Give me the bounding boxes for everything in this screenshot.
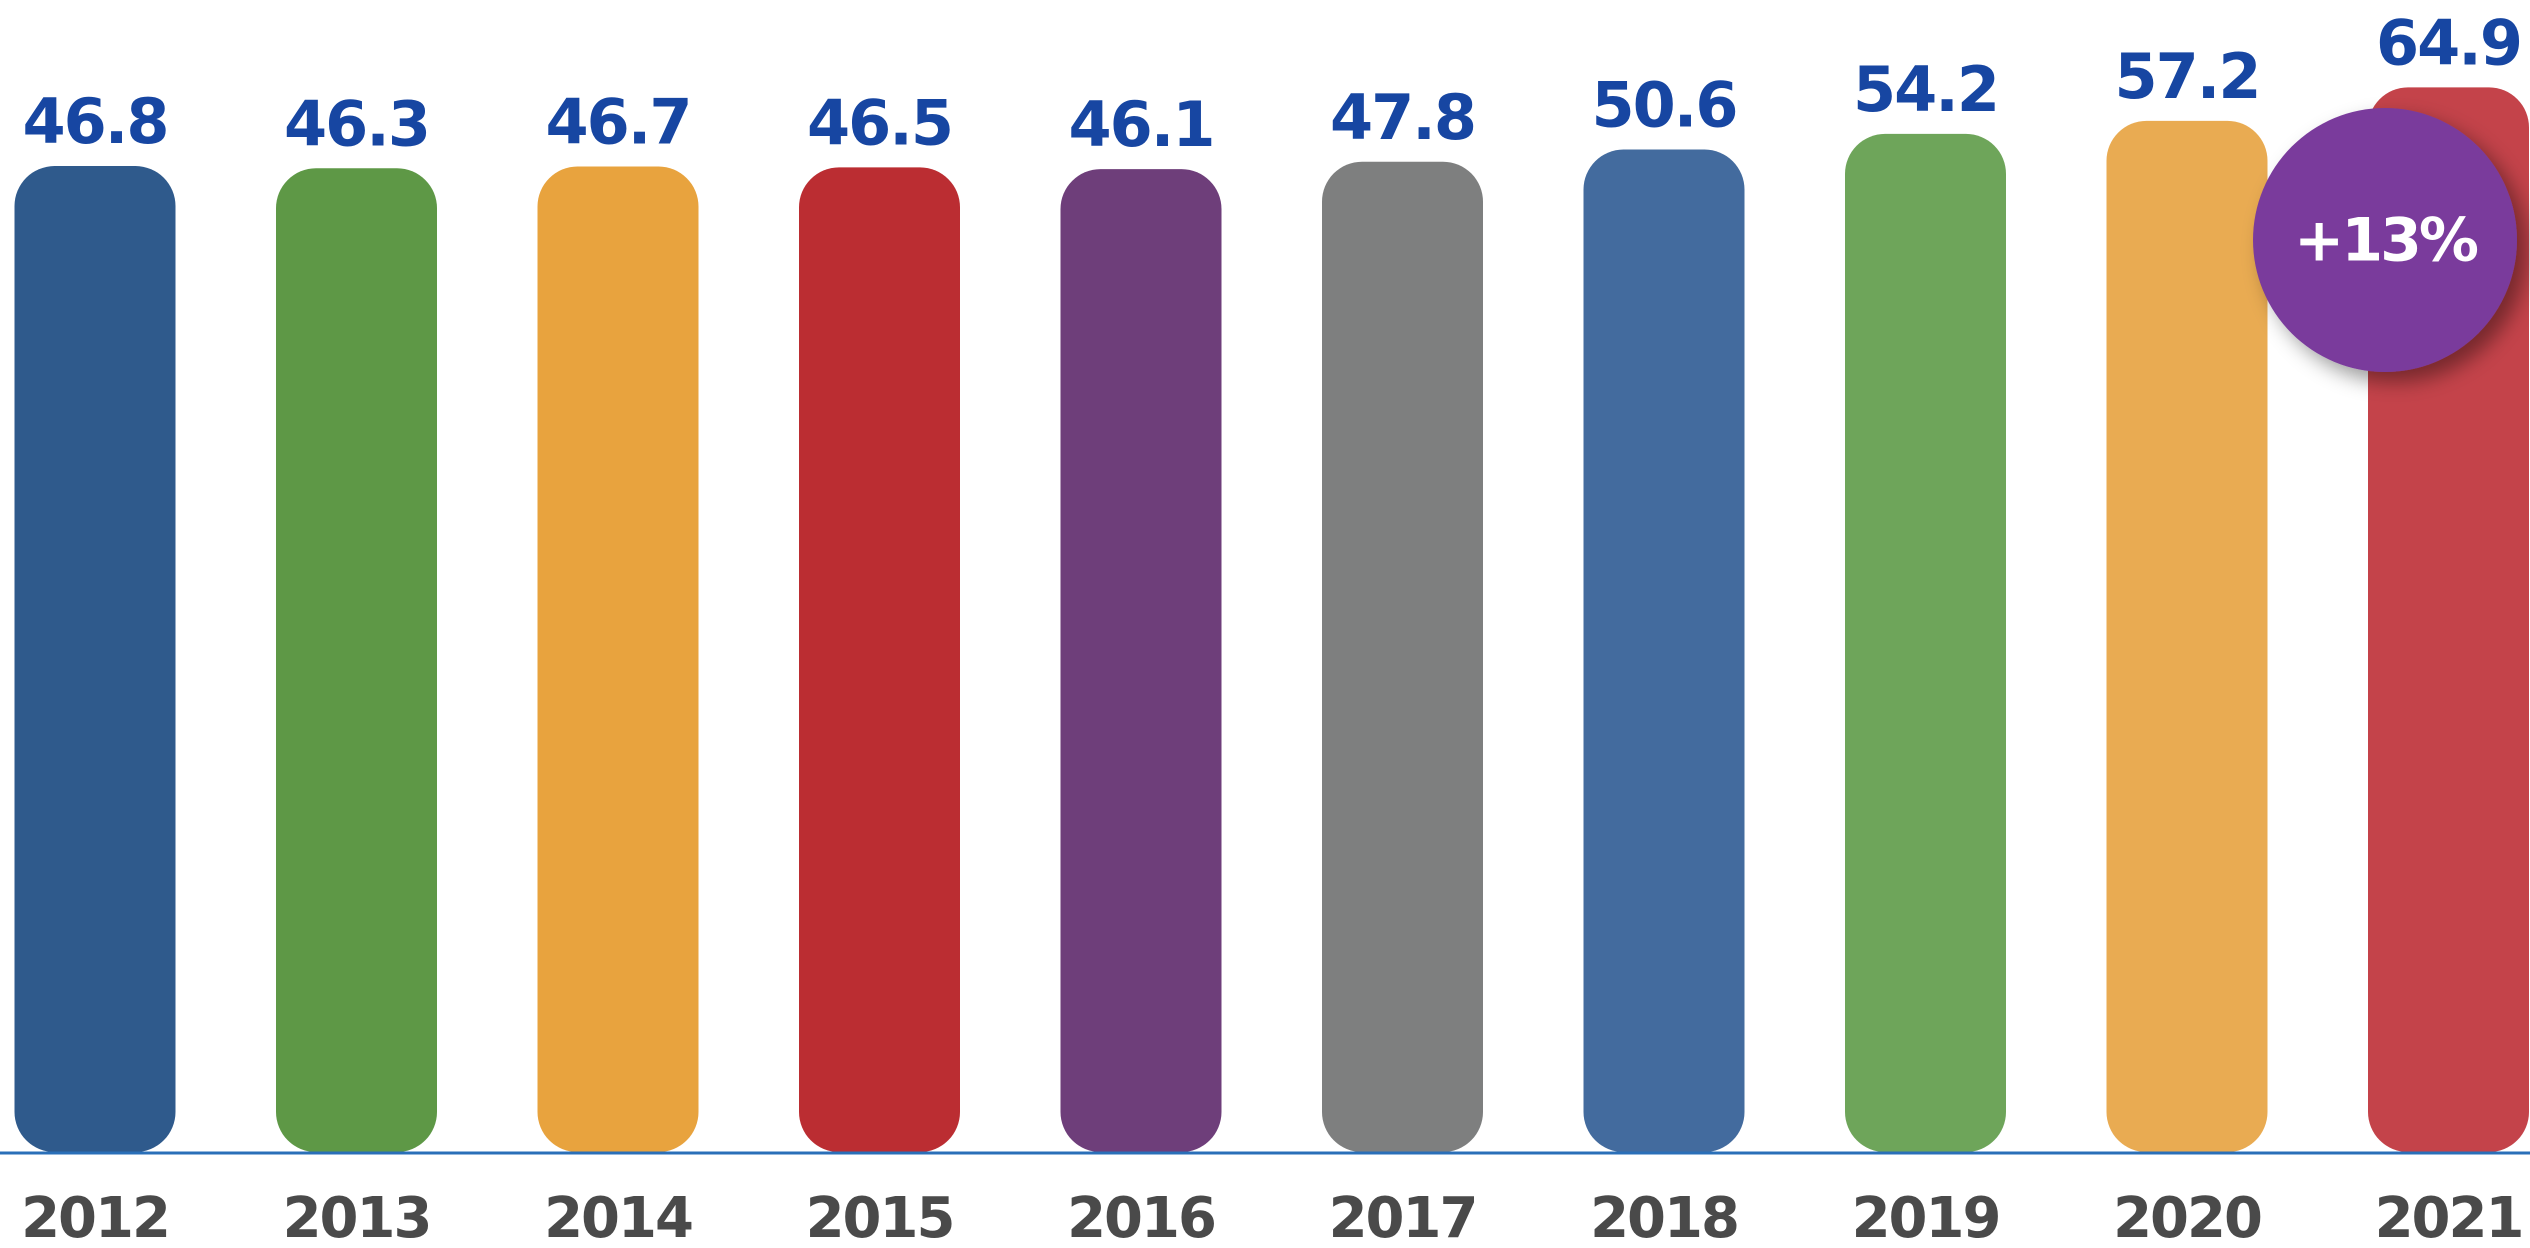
bar <box>799 167 960 1153</box>
value-label: 57.2 <box>2115 40 2260 113</box>
value-label: 46.3 <box>284 87 429 160</box>
bar <box>537 166 699 1153</box>
value-label: 47.8 <box>1330 81 1475 154</box>
bar <box>1060 169 1222 1152</box>
value-label: 50.6 <box>1592 69 1737 142</box>
x-tick-label: 2016 <box>1067 1186 1215 1248</box>
value-label: 54.2 <box>1853 53 1998 126</box>
x-tick-label: 2020 <box>2113 1186 2261 1248</box>
x-tick-label: 2013 <box>283 1186 431 1248</box>
bar <box>1322 161 1483 1152</box>
value-label: 46.5 <box>807 86 952 159</box>
value-label: 46.1 <box>1069 88 1214 161</box>
x-tick-label: 2021 <box>2375 1186 2523 1248</box>
bar <box>14 166 176 1152</box>
bar <box>276 168 437 1152</box>
annotation: +13% <box>2294 206 2478 276</box>
annotation-badge <box>2253 108 2517 372</box>
x-tick-label: 2018 <box>1590 1186 1738 1248</box>
labels: 46.8 2012 46.3 2013 46.7 2014 46.5 2015 46.1 2016… <box>21 6 2524 1248</box>
x-tick-label: 2017 <box>1329 1186 1477 1248</box>
bar <box>1845 133 2006 1153</box>
x-tick-label: 2019 <box>1852 1186 2000 1248</box>
bar <box>1583 149 1745 1152</box>
value-label: 46.7 <box>546 86 691 159</box>
value-label: 46.8 <box>23 85 168 158</box>
bars <box>14 87 2529 1153</box>
value-label: 64.9 <box>2376 6 2521 79</box>
x-tick-label: 2015 <box>806 1186 954 1248</box>
x-tick-label: 2014 <box>544 1186 692 1248</box>
bar <box>2106 120 2268 1152</box>
x-tick-label: 2012 <box>21 1186 169 1248</box>
